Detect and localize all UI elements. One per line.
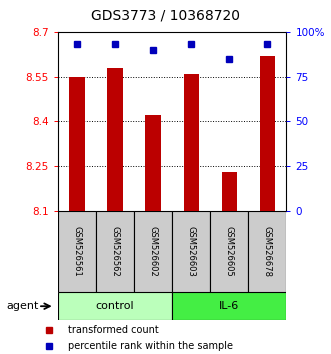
Text: GSM526678: GSM526678: [263, 226, 272, 277]
Text: transformed count: transformed count: [68, 325, 158, 335]
Text: control: control: [96, 301, 134, 311]
Text: GDS3773 / 10368720: GDS3773 / 10368720: [91, 9, 240, 23]
Bar: [70, 76, 85, 211]
Text: GSM526562: GSM526562: [111, 226, 119, 277]
Text: GSM526605: GSM526605: [225, 226, 234, 277]
Bar: [58, 211, 96, 292]
Bar: [172, 292, 286, 320]
Text: IL-6: IL-6: [219, 301, 239, 311]
Bar: [107, 68, 122, 211]
Text: agent: agent: [7, 301, 39, 311]
Bar: [221, 172, 237, 211]
Bar: [183, 74, 199, 211]
Bar: [260, 56, 275, 211]
Bar: [96, 211, 134, 292]
Bar: [145, 115, 161, 211]
Text: percentile rank within the sample: percentile rank within the sample: [68, 341, 232, 350]
Text: GSM526602: GSM526602: [149, 226, 158, 277]
Text: GSM526603: GSM526603: [187, 226, 196, 277]
Bar: [248, 211, 286, 292]
Bar: [58, 292, 172, 320]
Bar: [172, 211, 210, 292]
Text: GSM526561: GSM526561: [72, 226, 81, 277]
Bar: [134, 211, 172, 292]
Bar: [210, 211, 248, 292]
